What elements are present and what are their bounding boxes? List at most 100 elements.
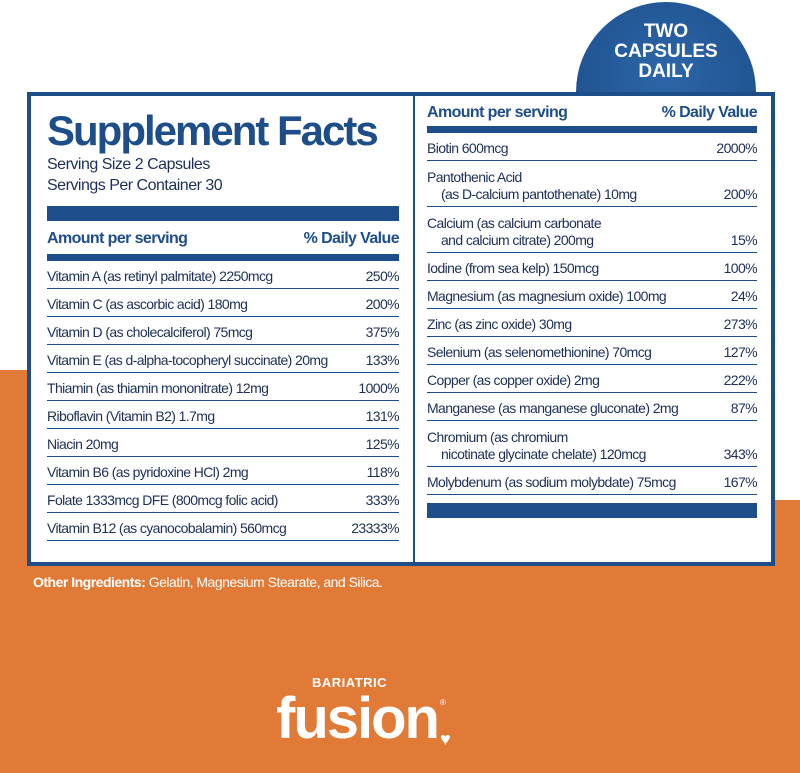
daily-value: 333% <box>365 492 400 508</box>
servings-per-container: Servings Per Container 30 <box>47 177 223 194</box>
daily-value: 15% <box>730 232 758 248</box>
logo-name: fusion <box>276 686 440 751</box>
table-row: Thiamin (as thiamin mononitrate) 12mg 100… <box>47 373 400 401</box>
badge-line: DAILY <box>638 61 694 82</box>
nutrient-cell: Thiamin (as thiamin mononitrate) 12mg <box>47 380 269 397</box>
logo-small-text: BARIATRIC <box>312 675 388 690</box>
nutrient-cell: Vitamin C (as ascorbic acid) 180mg <box>47 296 248 313</box>
table-row: Vitamin D (as cholecalciferol) 75mcg 375% <box>47 317 400 345</box>
nutrient-name: Pantothenic Acid <box>427 169 522 185</box>
nutrient-detail: (as D-calcium pantothenate) 10mg <box>441 186 637 202</box>
page-title: Supplement Facts <box>47 107 379 154</box>
table-row: Calcium (as calcium carbonate and calcium… <box>427 207 758 253</box>
daily-value: 24% <box>730 288 758 304</box>
nutrient-name: Vitamin C (as ascorbic acid) 180mg <box>47 296 248 312</box>
divider-bar <box>47 254 399 261</box>
daily-value: 131% <box>365 408 400 424</box>
other-ingredients-value: Gelatin, Magnesium Stearate, and Silica. <box>148 574 383 590</box>
table-row: Zinc (as zinc oxide) 30mg 273% <box>427 309 758 337</box>
nutrient-name: Vitamin B6 (as pyridoxine HCl) 2mg <box>47 464 249 480</box>
nutrient-cell: Manganese (as manganese gluconate) 2mg <box>427 400 679 417</box>
nutrient-name: Vitamin E (as d-alpha-tocopheryl succina… <box>47 352 328 368</box>
table-row: Niacin 20mg 125% <box>47 429 400 457</box>
divider-bar <box>427 503 757 518</box>
logo-marks: ® ♥ <box>440 698 451 748</box>
daily-value: 250% <box>365 268 400 284</box>
nutrient-cell: Riboflavin (Vitamin B2) 1.7mg <box>47 408 215 425</box>
nutrient-cell: Magnesium (as magnesium oxide) 100mg <box>427 288 667 305</box>
daily-value: 375% <box>365 324 400 340</box>
table-row: Manganese (as manganese gluconate) 2mg 87… <box>427 393 758 421</box>
daily-value: 100% <box>723 260 758 276</box>
table-header: Amount per serving % Daily Value <box>427 102 758 124</box>
table-row: Copper (as copper oxide) 2mg 222% <box>427 365 758 393</box>
daily-value: 2000% <box>716 140 757 156</box>
nutrient-name: Calcium (as calcium carbonate <box>427 215 602 231</box>
right-table: Biotin 600mcg 2000% Pantothenic Acid (as D-… <box>427 133 758 495</box>
nutrient-name: Chromium (as chromium <box>427 429 568 445</box>
daily-value: 167% <box>723 474 758 490</box>
other-ingredients: Other Ingredients: Gelatin, Magnesium St… <box>33 574 383 590</box>
nutrient-name: Riboflavin (Vitamin B2) 1.7mg <box>47 408 215 424</box>
table-row: Vitamin A (as retinyl palmitate) 2250mcg… <box>47 261 400 289</box>
daily-value: 118% <box>366 464 400 480</box>
nutrient-cell: Calcium (as calcium carbonate and calcium… <box>427 215 602 249</box>
amount-header: Amount per serving <box>47 230 188 247</box>
nutrient-name: Molybdenum (as sodium molybdate) 75mcg <box>427 474 676 490</box>
daily-value: 23333% <box>351 520 399 536</box>
amount-header: Amount per serving <box>427 104 568 121</box>
nutrient-name: Vitamin A (as retinyl palmitate) 2250mcg <box>47 268 273 284</box>
nutrient-cell: Molybdenum (as sodium molybdate) 75mcg <box>427 474 676 491</box>
nutrient-cell: Vitamin A (as retinyl palmitate) 2250mcg <box>47 268 273 285</box>
divider-bar <box>427 126 757 133</box>
table-row: Riboflavin (Vitamin B2) 1.7mg 131% <box>47 401 400 429</box>
table-row: Vitamin C (as ascorbic acid) 180mg 200% <box>47 289 400 317</box>
nutrient-name: Vitamin B12 (as cyanocobalamin) 560mcg <box>47 520 287 536</box>
table-row: Vitamin E (as d-alpha-tocopheryl succina… <box>47 345 400 373</box>
nutrient-cell: Vitamin B12 (as cyanocobalamin) 560mcg <box>47 520 287 537</box>
nutrient-detail: and calcium citrate) 200mg <box>441 232 594 248</box>
nutrient-name: Selenium (as selenomethionine) 70mcg <box>427 344 652 360</box>
daily-value: 1000% <box>358 380 399 396</box>
nutrient-name: Copper (as copper oxide) 2mg <box>427 372 600 388</box>
table-row: Selenium (as selenomethionine) 70mcg 127% <box>427 337 758 365</box>
nutrient-cell: Vitamin E (as d-alpha-tocopheryl succina… <box>47 352 328 369</box>
supplement-facts-right-panel: Amount per serving % Daily Value Biotin … <box>413 92 775 566</box>
table-row: Molybdenum (as sodium molybdate) 75mcg 16… <box>427 467 758 495</box>
daily-value: 87% <box>730 400 758 416</box>
nutrient-cell: Iodine (from sea kelp) 150mcg <box>427 260 599 277</box>
daily-value: 343% <box>723 446 758 462</box>
daily-value: 127% <box>723 344 758 360</box>
daily-value: 273% <box>723 316 758 332</box>
nutrient-cell: Vitamin B6 (as pyridoxine HCl) 2mg <box>47 464 249 481</box>
nutrient-name: Folate 1333mcg DFE (800mcg folic acid) <box>47 492 278 508</box>
bariatric-fusion-logo: BARIATRIC fusion ® ♥ <box>276 675 451 751</box>
logo-wordmark: fusion ® ♥ <box>276 686 451 751</box>
nutrient-name: Iodine (from sea kelp) 150mcg <box>427 260 599 276</box>
serving-size: Serving Size 2 Capsules <box>47 156 210 173</box>
daily-value: 125% <box>365 436 400 452</box>
nutrient-name: Thiamin (as thiamin mononitrate) 12mg <box>47 380 269 396</box>
daily-value: 222% <box>723 372 758 388</box>
daily-value: 200% <box>723 186 758 202</box>
table-row: Iodine (from sea kelp) 150mcg 100% <box>427 253 758 281</box>
table-row: Vitamin B12 (as cyanocobalamin) 560mcg 23… <box>47 513 400 541</box>
nutrient-cell: Biotin 600mcg <box>427 140 509 157</box>
left-table: Vitamin A (as retinyl palmitate) 2250mcg… <box>47 261 400 541</box>
table-header: Amount per serving % Daily Value <box>47 228 400 250</box>
nutrient-cell: Pantothenic Acid (as D-calcium pantothena… <box>427 169 637 203</box>
table-row: Pantothenic Acid (as D-calcium pantothena… <box>427 161 758 207</box>
table-row: Biotin 600mcg 2000% <box>427 133 758 161</box>
table-row: Chromium (as chromium nicotinate glycinat… <box>427 421 758 467</box>
nutrient-name: Manganese (as manganese gluconate) 2mg <box>427 400 679 416</box>
other-ingredients-label: Other Ingredients: <box>33 574 146 590</box>
nutrient-cell: Niacin 20mg <box>47 436 119 453</box>
dv-header: % Daily Value <box>661 104 758 121</box>
badge-line: TWO <box>643 21 689 42</box>
table-row: Magnesium (as magnesium oxide) 100mg 24% <box>427 281 758 309</box>
badge-line: CAPSULES <box>614 41 718 62</box>
nutrient-cell: Copper (as copper oxide) 2mg <box>427 372 600 389</box>
daily-value: 133% <box>365 352 400 368</box>
nutrient-name: Zinc (as zinc oxide) 30mg <box>427 316 572 332</box>
registered-icon: ® <box>439 698 446 707</box>
